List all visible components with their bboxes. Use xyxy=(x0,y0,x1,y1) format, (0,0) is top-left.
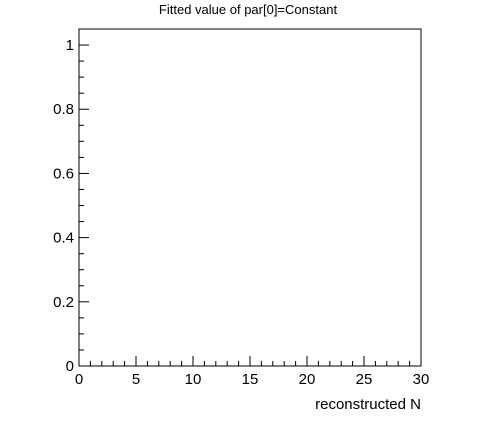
y-tick-label: 0.4 xyxy=(53,230,74,247)
x-tick-labels: 0 5 10 15 20 25 30 xyxy=(75,371,430,388)
y-tick-label: 0.6 xyxy=(53,165,74,182)
x-tick-label: 20 xyxy=(299,371,316,388)
x-axis xyxy=(78,356,422,366)
x-tick-label: 25 xyxy=(356,371,373,388)
y-axis xyxy=(79,28,89,367)
y-tick-labels: 0 0.2 0.4 0.6 0.8 1 xyxy=(53,37,74,375)
y-tick-label: 0 xyxy=(66,358,74,375)
x-tick-label: 0 xyxy=(75,371,83,388)
y-tick-label: 0.8 xyxy=(53,101,74,118)
chart-title: Fitted value of par[0]=Constant xyxy=(159,2,338,17)
y-tick-label: 1 xyxy=(66,37,74,54)
x-tick-label: 10 xyxy=(185,371,202,388)
x-tick-label: 15 xyxy=(242,371,259,388)
y-tick-label: 0.2 xyxy=(53,294,74,311)
x-tick-label: 5 xyxy=(132,371,140,388)
x-tick-label: 30 xyxy=(413,371,430,388)
x-axis-title: reconstructed N xyxy=(315,396,421,413)
plot-frame xyxy=(78,28,422,367)
